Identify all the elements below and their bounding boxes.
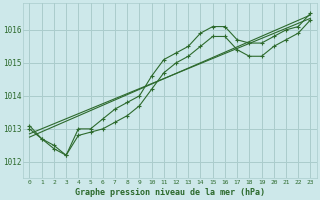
X-axis label: Graphe pression niveau de la mer (hPa): Graphe pression niveau de la mer (hPa) [75, 188, 265, 197]
